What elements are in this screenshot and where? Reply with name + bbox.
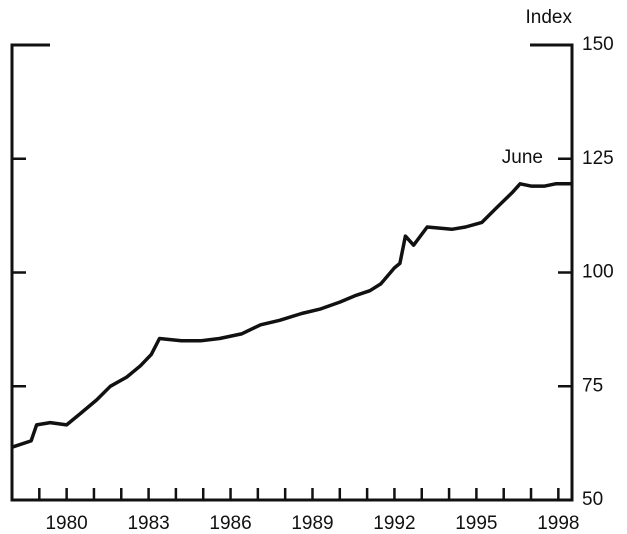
annotation: June: [502, 147, 543, 168]
x-tick-label: 1989: [291, 513, 333, 534]
y-tick-label: 50: [582, 489, 603, 510]
y-tick-label: 150: [582, 34, 614, 55]
line-series: [11, 182, 571, 449]
x-tick-label: 1992: [373, 513, 415, 534]
plot-frame: [10, 43, 574, 502]
x-tick-label: 1983: [127, 513, 169, 534]
x-tick-label: 1980: [45, 513, 87, 534]
x-tick-label: 1986: [209, 513, 251, 534]
y-tick-label: 100: [582, 262, 614, 283]
frame: [10, 43, 574, 502]
y-tick-label: 125: [582, 148, 614, 169]
y-tick-label: 75: [582, 375, 603, 396]
x-tick-label: 1995: [455, 513, 497, 534]
x-tick-label: 1998: [537, 513, 579, 534]
y-axis-label: Index: [526, 7, 573, 28]
